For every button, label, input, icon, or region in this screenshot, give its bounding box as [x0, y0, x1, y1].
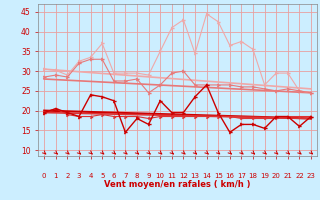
X-axis label: Vent moyen/en rafales ( km/h ): Vent moyen/en rafales ( km/h )	[104, 180, 251, 189]
